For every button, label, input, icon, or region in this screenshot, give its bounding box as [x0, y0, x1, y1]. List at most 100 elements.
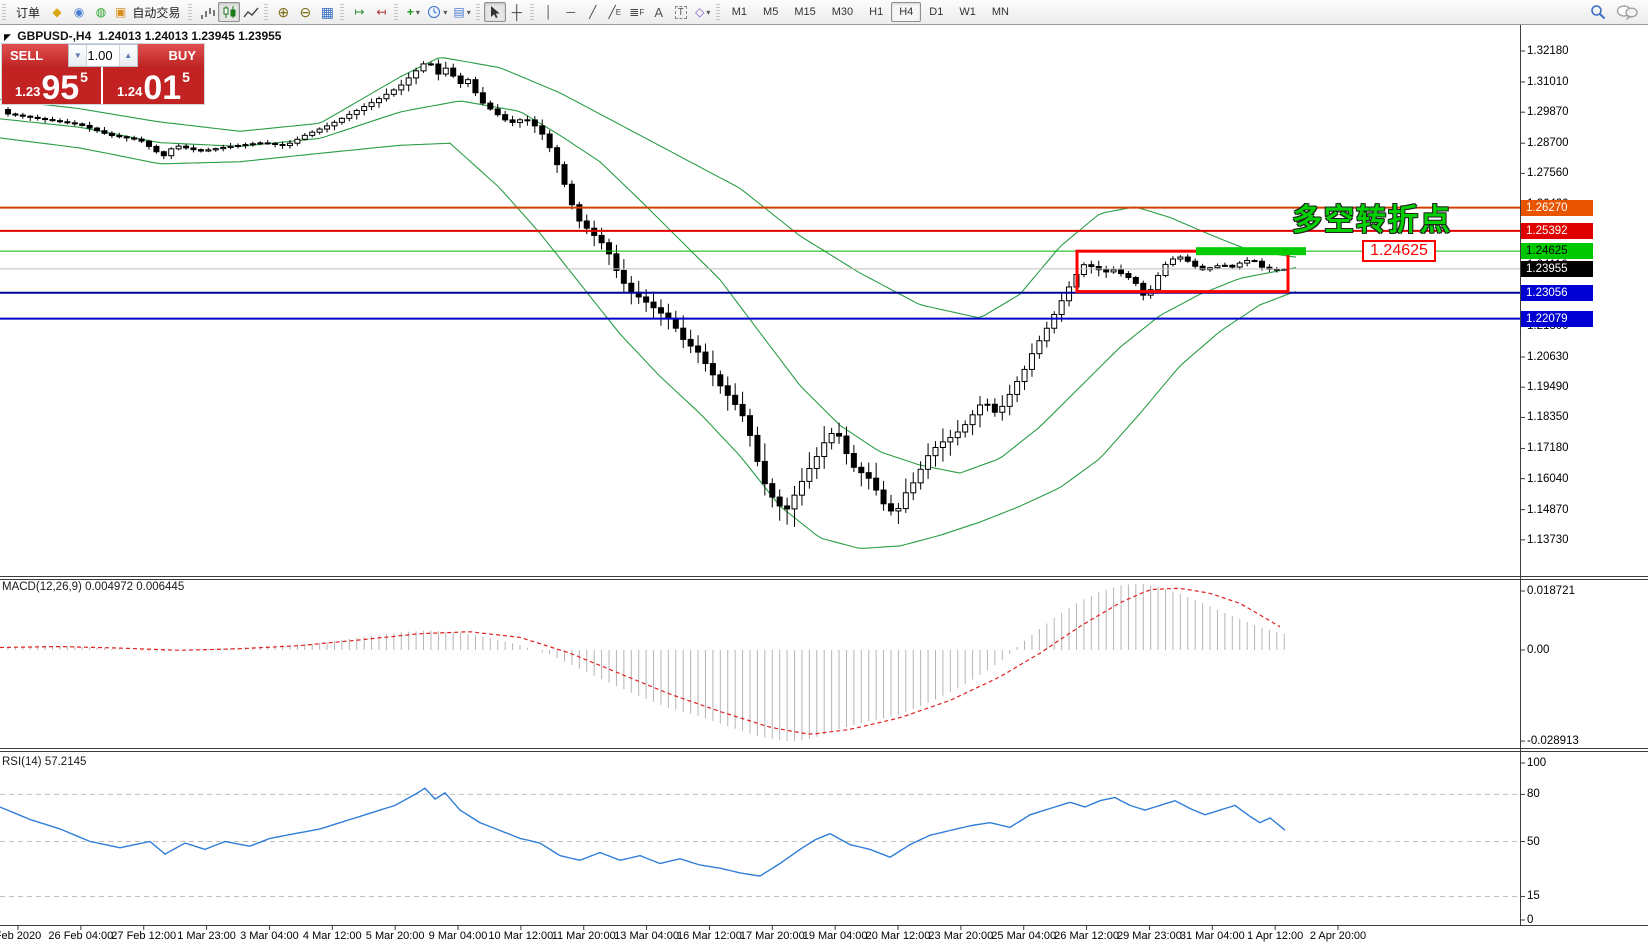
candle-body: [672, 317, 679, 329]
candlestick-chart-icon[interactable]: [218, 2, 241, 22]
zoom-out-icon[interactable]: ⊖: [299, 3, 312, 20]
toolbar-drag-handle[interactable]: [340, 4, 345, 20]
candle-body: [212, 148, 219, 151]
candle-body: [12, 113, 19, 116]
macd-tick-label: 0.00: [1527, 644, 1550, 656]
timeframe-m5[interactable]: M5: [763, 6, 779, 18]
time-tick-label: 9 Mar 04:00: [428, 930, 488, 942]
time-tick-label: 4 Mar 12:00: [302, 930, 362, 942]
candle-body: [27, 115, 34, 118]
horizontal-line-tool[interactable]: ─: [566, 5, 575, 19]
search-icon[interactable]: [1590, 4, 1606, 20]
candle-body: [487, 102, 494, 110]
periods-button[interactable]: ▾: [424, 2, 450, 22]
candle-body: [435, 63, 442, 75]
price-tick-label: 1.13730: [1527, 533, 1569, 546]
volume-value[interactable]: 1.00: [87, 48, 113, 63]
indicators-button[interactable]: + ▾: [402, 2, 424, 22]
candle-body: [479, 92, 486, 104]
new-order-button[interactable]: 订单: [10, 2, 46, 22]
vertical-line-tool[interactable]: │: [545, 5, 553, 19]
toolbar-drag-handle[interactable]: [475, 4, 480, 20]
macd-signal-line: [0, 587, 1281, 735]
sell-button[interactable]: SELL: [2, 44, 69, 67]
templates-button[interactable]: ▤ ▾: [450, 2, 473, 22]
timeframe-m30[interactable]: M30: [831, 6, 854, 18]
signal-icon[interactable]: ◍: [95, 5, 107, 19]
candle-body: [1184, 256, 1191, 262]
time-tick-label: 20 Mar 12:00: [865, 930, 931, 942]
candle-body: [361, 106, 368, 111]
deposit-icon[interactable]: ◆: [52, 5, 62, 19]
candle-body: [620, 269, 627, 284]
chat-icon[interactable]: [1616, 4, 1638, 20]
toolbar-drag-handle[interactable]: [2, 4, 6, 20]
crosshair-tool[interactable]: ┼: [511, 4, 522, 20]
channel-tool[interactable]: ╱ E: [608, 5, 622, 19]
candle-body: [1028, 353, 1035, 370]
candle-body: [628, 282, 635, 293]
consolidation-box-annotation[interactable]: [1075, 249, 1290, 294]
price-tick-label: 1.16040: [1527, 472, 1569, 485]
candle-body: [1103, 269, 1110, 273]
timeframe-mn[interactable]: MN: [991, 6, 1009, 18]
trendline-tool[interactable]: ╱: [589, 5, 597, 19]
volume-increase-button[interactable]: ▲: [118, 45, 137, 66]
tile-windows-icon[interactable]: ▦: [320, 3, 334, 20]
rsi-tick-label: 50: [1527, 835, 1540, 848]
text-label-tool[interactable]: T: [670, 2, 692, 22]
buy-price[interactable]: 1.24 01 5: [117, 69, 190, 107]
toolbar-drag-handle[interactable]: [394, 4, 399, 20]
profile-icon[interactable]: ◉: [73, 5, 85, 19]
time-tick-label: 26 Mar 12:00: [1054, 930, 1119, 942]
toolbar-drag-handle[interactable]: [529, 4, 534, 20]
text-tool[interactable]: A: [654, 4, 664, 20]
sell-price[interactable]: 1.23 95 5: [2, 67, 103, 105]
candle-body: [516, 119, 523, 123]
candle-body: [769, 483, 776, 498]
timeframe-h4[interactable]: H4: [891, 2, 922, 22]
candle-body: [902, 492, 909, 510]
time-tick-label: 5 Mar 20:00: [365, 930, 425, 942]
price-tick-label: 1.20630: [1527, 351, 1569, 364]
candle-body: [977, 404, 984, 416]
candle-body: [1169, 258, 1176, 265]
rsi-tick-label: 80: [1527, 788, 1540, 801]
auto-scroll-icon[interactable]: ↦: [354, 5, 365, 19]
timeframe-h1[interactable]: H1: [869, 6, 884, 18]
chart-symbol-marker-icon: ◤: [4, 32, 11, 42]
cursor-tool[interactable]: [483, 2, 506, 22]
line-chart-icon[interactable]: [240, 2, 262, 22]
chart-shift-icon[interactable]: ↤: [376, 5, 387, 19]
toolbar-drag-handle[interactable]: [188, 4, 193, 20]
candle-body: [227, 145, 234, 148]
volume-decrease-button[interactable]: ▼: [69, 45, 88, 66]
candle-body: [1125, 273, 1132, 278]
resistance-bar-annotation[interactable]: [1196, 247, 1306, 256]
timeframe-d1[interactable]: D1: [929, 6, 944, 18]
price-tick-label: 1.14870: [1527, 503, 1569, 516]
timeframe-m1[interactable]: M1: [731, 6, 748, 18]
candle-body: [1043, 327, 1050, 342]
candle-body: [220, 146, 227, 150]
candle-body: [86, 124, 93, 129]
candle-body: [680, 327, 687, 340]
candle-body: [576, 204, 583, 222]
rsi-tick-label: 0: [1527, 914, 1534, 926]
timeframe-m15[interactable]: M15: [794, 6, 816, 18]
candle-body: [509, 119, 516, 123]
bar-chart-icon[interactable]: [196, 2, 218, 22]
autotrade-button[interactable]: ▣ 自动交易: [112, 2, 186, 22]
toolbar-drag-handle[interactable]: [715, 4, 720, 20]
zoom-in-icon[interactable]: ⊕: [277, 3, 290, 20]
toolbar-drag-handle[interactable]: [264, 4, 269, 20]
fibonacci-tool[interactable]: ≣ F: [629, 5, 645, 19]
candle-body: [524, 119, 531, 122]
timeframe-w1[interactable]: W1: [959, 6, 976, 18]
candle-body: [821, 442, 828, 458]
shapes-tool[interactable]: ◇ ▾: [695, 5, 711, 19]
time-tick-label: 25 Mar 04:00: [991, 930, 1057, 942]
buy-button[interactable]: BUY: [137, 44, 204, 67]
candle-body: [925, 455, 932, 470]
